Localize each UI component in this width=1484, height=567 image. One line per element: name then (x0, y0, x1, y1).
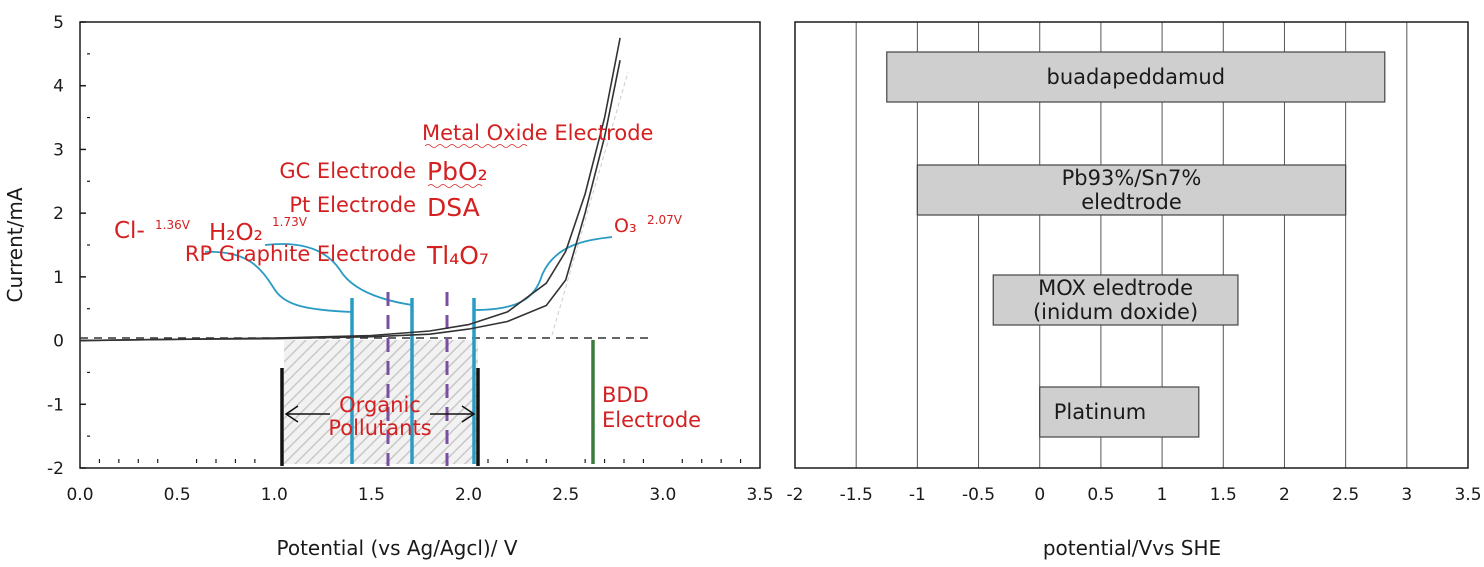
organic-label-line2: Pollutants (328, 416, 431, 440)
electrode-bar (886, 51, 1386, 103)
electrode-bar-label: Platinum (1054, 400, 1147, 424)
right-x-tick-label: 1.5 (1210, 485, 1237, 505)
left-x-tick-label: 1.0 (261, 485, 288, 505)
right-x-tick-label: 0.5 (1087, 485, 1114, 505)
left-y-tick-label: 3 (53, 140, 64, 160)
right-x-tick-label: 3 (1401, 485, 1412, 505)
left-y-tick-label: 1 (53, 268, 64, 288)
right-x-axis-label: potential/Vvs SHE (1043, 536, 1221, 560)
pbo2-underline (427, 184, 483, 188)
right-x-tick-label: 1 (1157, 485, 1168, 505)
left-x-tick-label: 0.5 (164, 485, 191, 505)
right-x-tick-label: -2 (787, 485, 804, 505)
right-x-tick-label: 3.5 (1454, 485, 1481, 505)
left-y-tick-label: -1 (47, 395, 64, 415)
o3-cyan-curve (474, 236, 613, 311)
organic-label-line1: Organic (339, 393, 421, 417)
left-plot-frame (79, 21, 761, 469)
cl-cyan-curve (204, 251, 353, 313)
left-x-tick-label: 3.0 (649, 485, 676, 505)
pbo2-label: PbO₂ (427, 157, 488, 186)
o3-label: O₃ (614, 215, 637, 237)
right-arrow-head (461, 405, 476, 423)
right-x-tick-label: -1 (909, 485, 926, 505)
right-x-tick-label: -1.5 (840, 485, 873, 505)
electrode-bar-label: (inidum doxide) (1033, 300, 1198, 324)
left-x-axis-label: Potential (vs Ag/Agcl)/ V (276, 536, 517, 560)
electrode-bar-label: buadapeddamud (1046, 65, 1225, 89)
polarization-curve-2 (79, 60, 621, 342)
bdd-label-line2: Electrode (602, 408, 701, 432)
right-x-tick-label: 0 (1034, 485, 1045, 505)
right-x-tick-label: 2.5 (1332, 485, 1359, 505)
electrode-bar-label: MOX eledtrode (1038, 276, 1193, 300)
h2o2-cyan-curve (264, 243, 413, 306)
electrode-bar-label: Pb93%/Sn7% (1062, 166, 1202, 190)
electrode-bar-label: eledtrode (1081, 190, 1182, 214)
left-y-axis-label: Current/mA (3, 187, 27, 302)
left-x-tick-label: 2.0 (455, 485, 482, 505)
rp-graphite-label: RP Graphite Electrode (185, 242, 416, 266)
left-chart: -2 -1 0 1 2 3 4 5 0.0 0.5 1.0 1.5 2.0 2.5 3.0 3.5 Curr… (3, 13, 774, 560)
left-x-tick-label: 0.0 (66, 485, 93, 505)
left-x-tick-label: 3.5 (746, 485, 773, 505)
left-y-tick-label: 0 (53, 332, 64, 352)
cl-sup: 1.36V (155, 218, 191, 232)
electrode-bar (992, 274, 1239, 326)
right-plot-frame (794, 21, 1469, 469)
polarization-curve-1 (79, 37, 621, 342)
pt-electrode-label: Pt Electrode (289, 193, 416, 217)
left-y-tick-label: 2 (53, 204, 64, 224)
h2o2-sup: 1.73V (272, 215, 308, 229)
left-y-tick-label: 5 (53, 13, 64, 33)
extrapolation-line (551, 71, 629, 336)
ti4o7-label: Tl₄O₇ (426, 241, 489, 270)
gc-electrode-label: GC Electrode (279, 159, 416, 183)
left-x-tick-label: 1.5 (358, 485, 385, 505)
dsa-label: DSA (427, 193, 480, 222)
left-x-tick-label: 2.5 (552, 485, 579, 505)
h2o2-label: H₂O₂ (209, 220, 263, 246)
metal-oxide-underline (424, 144, 528, 148)
right-x-tick-label: -0.5 (962, 485, 995, 505)
electrode-bar (1039, 386, 1200, 438)
electrode-bar (916, 164, 1347, 216)
right-x-tick-label: 2 (1279, 485, 1290, 505)
left-arrow-head (284, 405, 299, 423)
cl-label: Cl- (114, 218, 145, 244)
bdd-label-line1: BDD (602, 383, 649, 407)
left-y-tick-label: 4 (53, 77, 64, 97)
metal-oxide-label: Metal Oxide Electrode (422, 121, 653, 145)
o3-sup: 2.07V (647, 213, 683, 227)
left-y-tick-label: -2 (47, 459, 64, 479)
right-chart: -2 -1.5 -1 -0.5 0 0.5 1 1.5 2 2.5 3 3.5 buadapeddam… (787, 21, 1482, 560)
